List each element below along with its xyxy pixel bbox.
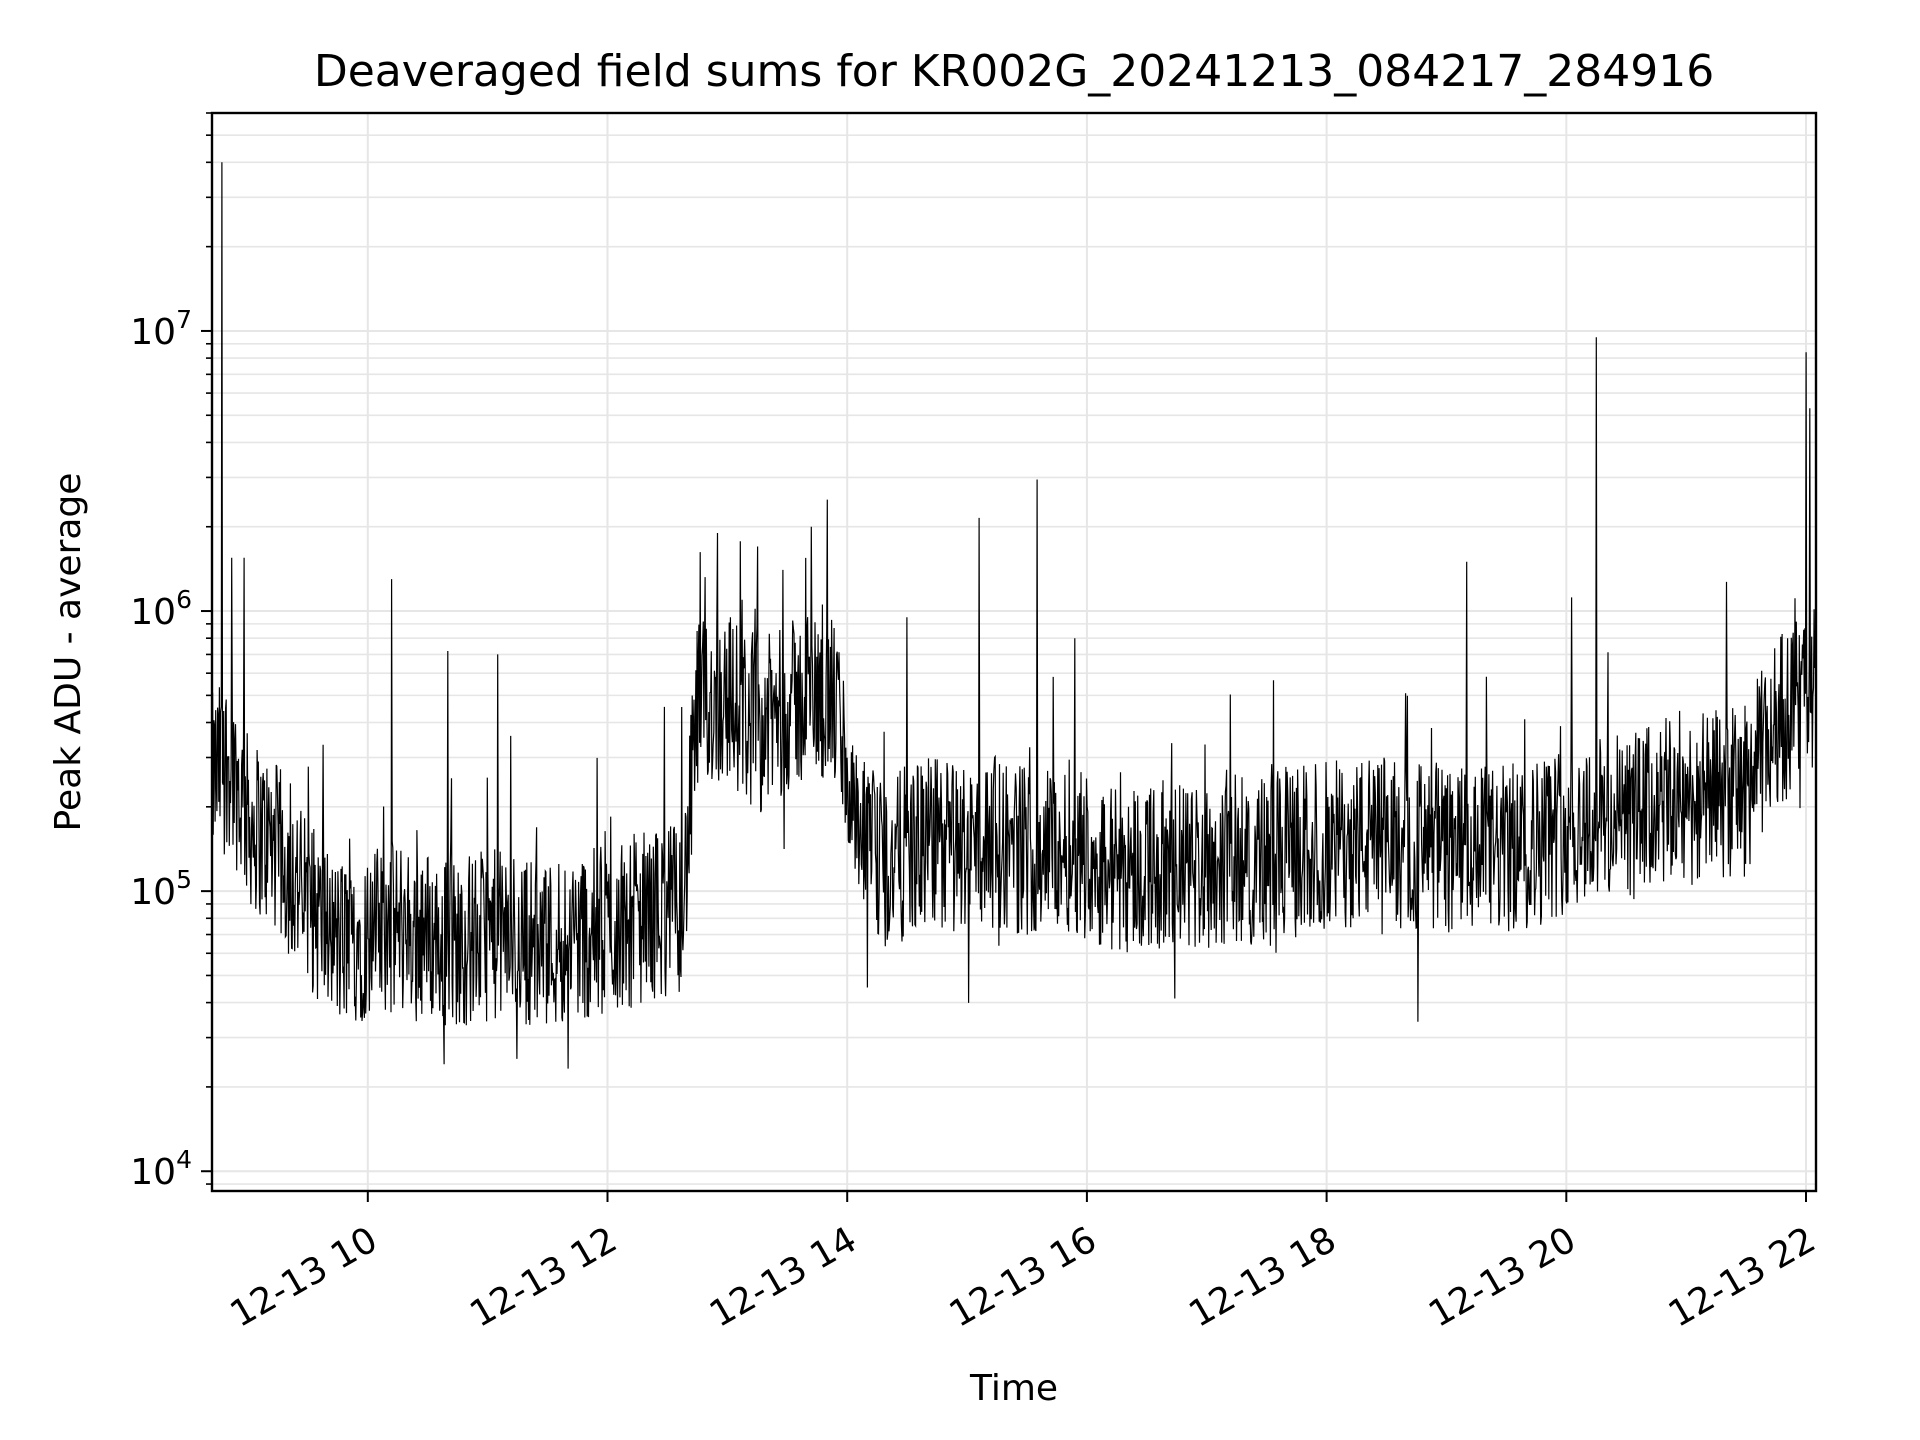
y-tick-label: 104 xyxy=(130,1145,192,1193)
series-group xyxy=(211,162,1817,1069)
y-tick-label: 105 xyxy=(130,865,192,913)
y-axis: 104 105 106 107 xyxy=(130,112,212,1193)
chart-title: Deaveraged field sums for KR002G_2024121… xyxy=(314,46,1714,97)
series-line xyxy=(211,162,1817,1069)
x-axis-label: Time xyxy=(969,1368,1058,1409)
y-axis-label: Peak ADU - average xyxy=(48,473,89,832)
plot-frame xyxy=(210,111,1818,1193)
y-tick-label: 107 xyxy=(130,305,192,353)
y-tick-label: 106 xyxy=(130,585,192,633)
